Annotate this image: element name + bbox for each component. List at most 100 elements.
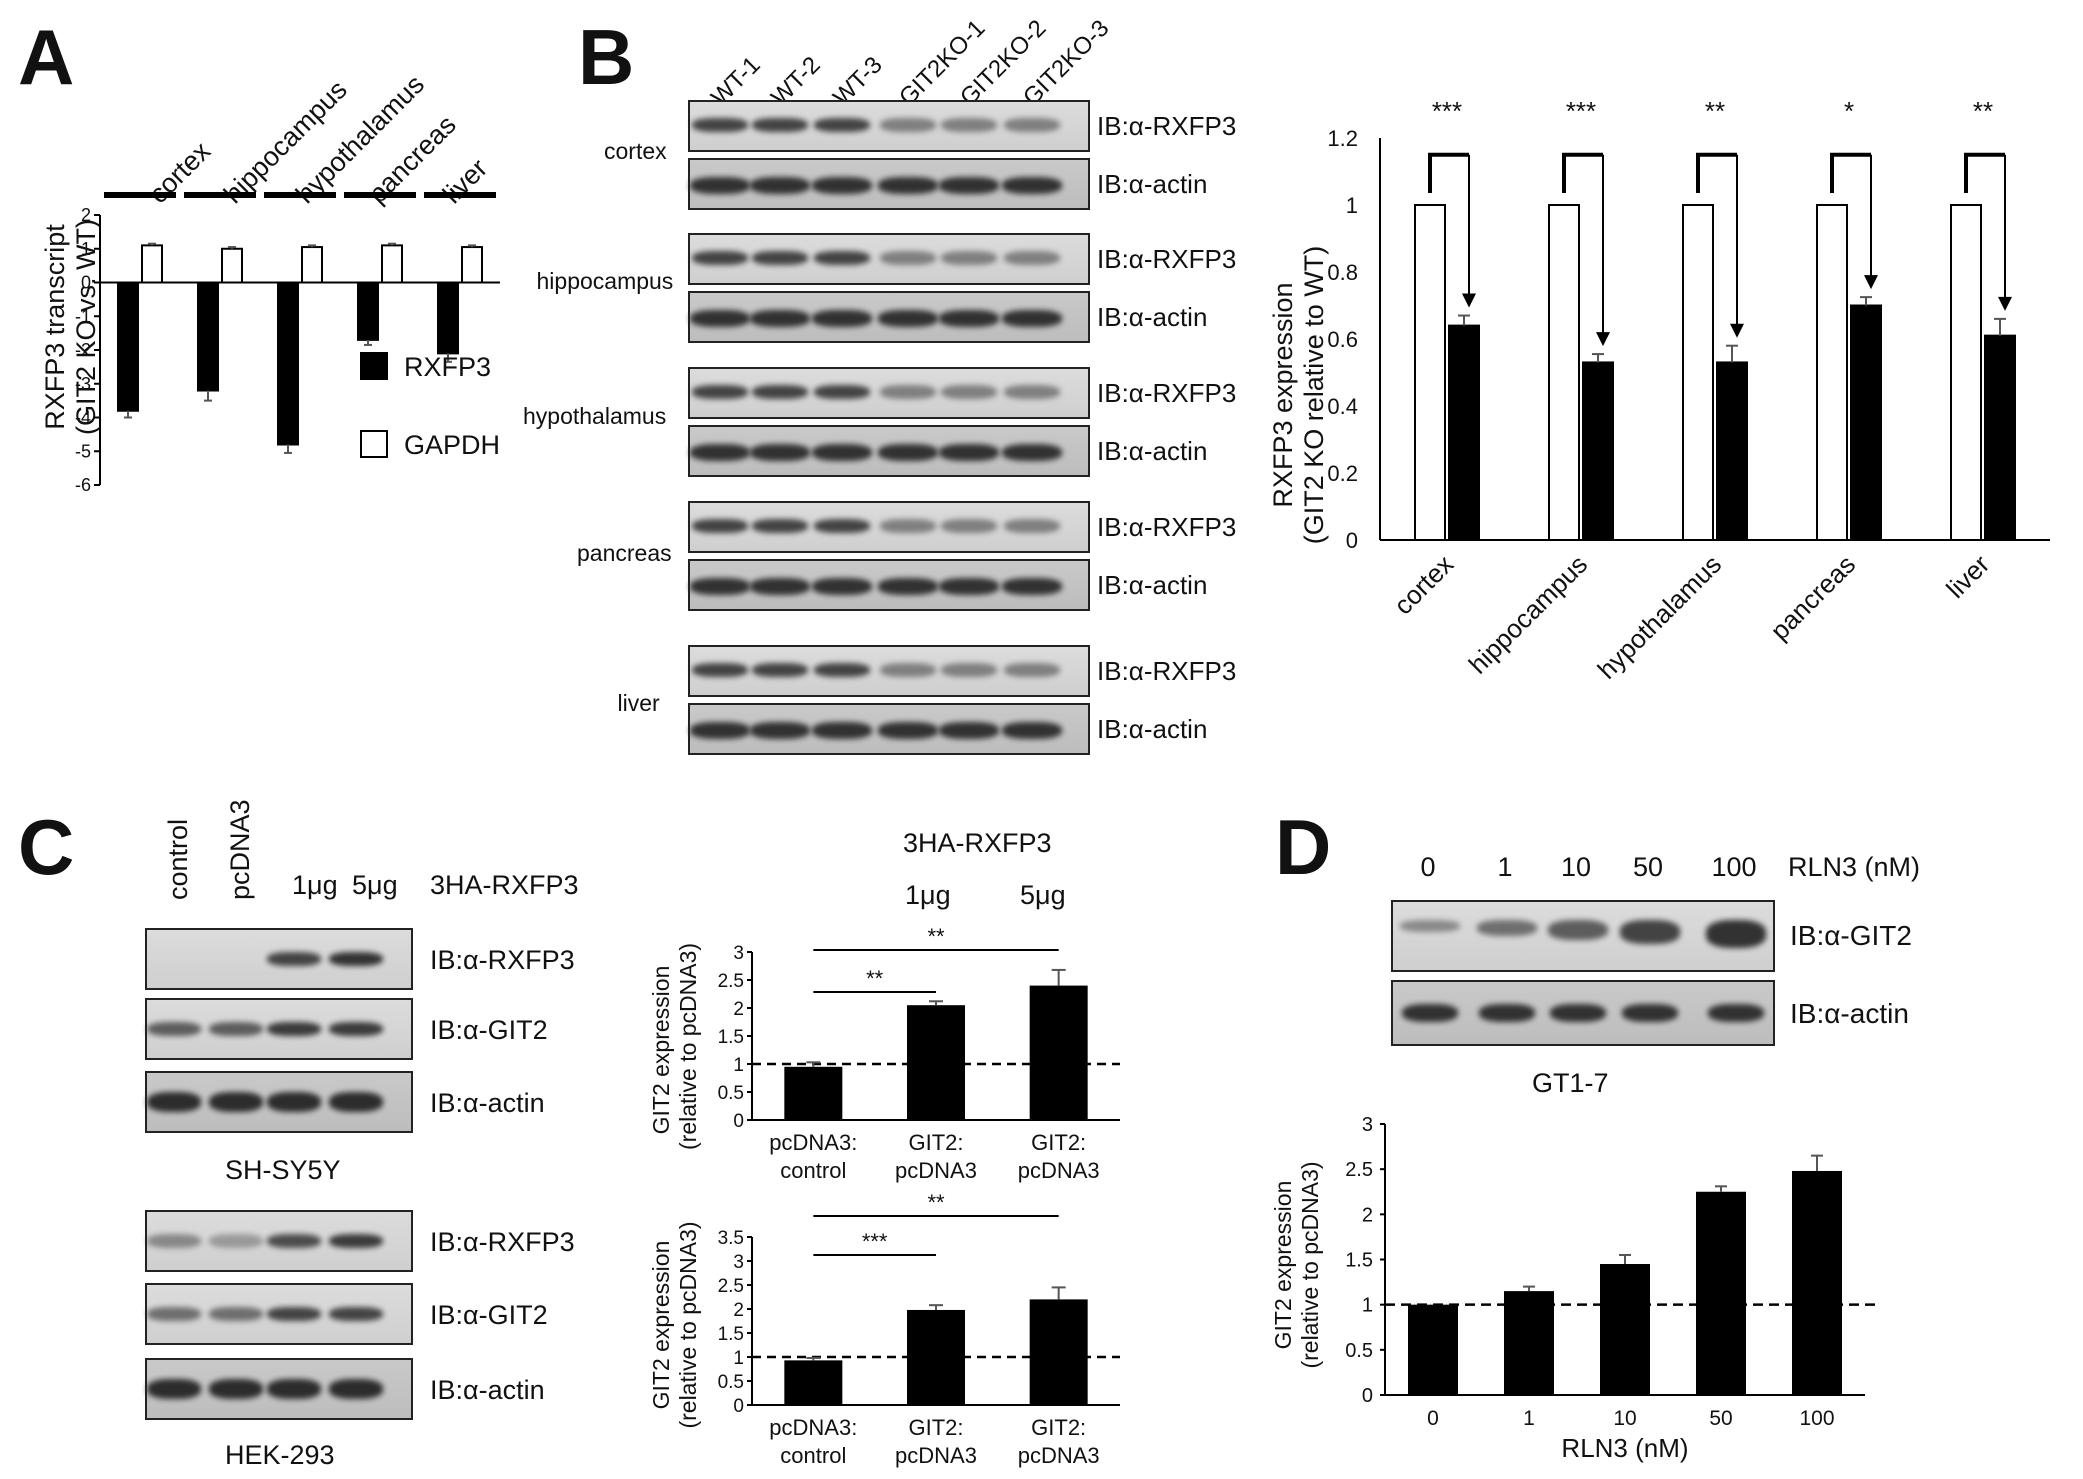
band	[209, 1307, 263, 1321]
ib-label-actin: IB:α-actin	[1097, 436, 1208, 466]
cell-line-sh-sy5y: SH-SY5Y	[225, 1155, 341, 1185]
band-rxfp3	[1004, 519, 1060, 533]
ib-label-rxfp3-b: IB:α-RXFP3	[430, 1227, 575, 1257]
x-tick-label-line1: GIT2:	[908, 1130, 963, 1155]
ib-label-rxfp3: IB:α-RXFP3	[1097, 111, 1237, 141]
band-actin	[690, 177, 750, 194]
ib-label-actin: IB:α-actin	[1097, 570, 1208, 600]
band-actin	[1479, 1004, 1535, 1022]
ib-label-rxfp3: IB:α-RXFP3	[1097, 656, 1237, 686]
band-actin	[690, 578, 750, 595]
y-tick-label: 1	[1346, 193, 1358, 218]
y-tick-label: 3.5	[718, 1228, 744, 1249]
band-actin	[812, 177, 872, 194]
blot-rxfp3-liver	[688, 645, 1090, 697]
ib-label-rxfp3: IB:α-RXFP3	[1097, 512, 1237, 542]
y-tick-label: 1.5	[718, 1324, 744, 1345]
x-tick-label-line2: pcDNA3	[1018, 1443, 1100, 1468]
band-rxfp3	[880, 251, 936, 265]
panel-letter-c: C	[18, 803, 75, 891]
chart-c-dose1: 1μg	[905, 880, 951, 910]
y-tick-label: 2	[81, 205, 91, 225]
blot-actin-pancreas	[688, 559, 1090, 611]
chart-c-top-ylabel-line2: (relative to pcDNA3)	[675, 942, 701, 1150]
x-axis-label: RLN3 (nM)	[1561, 1433, 1688, 1463]
y-tick-label: -1	[75, 306, 91, 326]
chart-c-title: 3HA-RXFP3	[903, 828, 1052, 858]
band-rxfp3	[941, 385, 997, 399]
band-rxfp3	[880, 385, 936, 399]
blot-actin-d	[1391, 980, 1775, 1046]
band-actin	[750, 578, 810, 595]
x-tick-label: 100	[1799, 1407, 1834, 1430]
x-tick-label: liver	[1940, 549, 1995, 604]
blot-rxfp3-a	[145, 928, 413, 990]
bar	[1029, 1299, 1088, 1405]
band-git2	[1706, 920, 1766, 948]
band-actin	[750, 722, 810, 739]
band-actin	[878, 578, 938, 595]
bar-git2ko	[1582, 361, 1614, 542]
chart-c-dose2: 5μg	[1020, 880, 1066, 910]
y-tick-label: 0	[81, 273, 91, 293]
bar-wt	[1414, 204, 1446, 541]
y-tick-label: 1	[81, 239, 91, 259]
dose-label-100: 100	[1711, 852, 1757, 882]
band	[329, 1379, 383, 1399]
arrow-head	[1864, 275, 1878, 290]
x-tick-label-line2: pcDNA3	[895, 1158, 977, 1183]
bar	[1408, 1304, 1458, 1395]
band-actin	[750, 310, 810, 327]
band	[267, 1022, 321, 1036]
band-actin	[1002, 722, 1062, 739]
band-actin	[939, 722, 999, 739]
y-tick-label: 2	[1362, 1204, 1373, 1226]
y-tick-label: 3	[733, 1252, 744, 1273]
tissue-label-hippocampus: hippocampus	[218, 74, 353, 210]
legend-label-rxfp3: RXFP3	[404, 352, 492, 382]
bar-gapdh	[381, 244, 403, 284]
band-actin	[878, 722, 938, 739]
y-tick-label: 2	[733, 1300, 744, 1321]
bar	[784, 1066, 843, 1120]
band-actin	[878, 310, 938, 327]
y-tick-label: -5	[75, 441, 91, 461]
y-tick-label: 0.2	[1327, 461, 1358, 486]
chart-c-bottom: 3.5 3 2.5 2 1.5 1 0.5 0 pcDNA3: control GIT2: pcDNA…	[718, 1190, 1120, 1468]
band-rxfp3	[752, 251, 808, 265]
band	[147, 1092, 201, 1112]
dose-label-0: 0	[1420, 852, 1436, 882]
band-rxfp3	[692, 385, 748, 399]
blot-tissue-hypothalamus: hypothalamus	[523, 403, 667, 429]
lane-label-1ug: 1μg	[292, 870, 338, 900]
bar-rxfp3	[357, 281, 379, 341]
band-git2	[1477, 920, 1537, 936]
significance-stars: *	[1844, 96, 1854, 126]
blot-actin-hypothalamus	[688, 425, 1090, 477]
band-rxfp3	[692, 118, 748, 132]
y-tick-label: 1	[1362, 1295, 1373, 1317]
bar-gapdh	[141, 244, 163, 284]
band-rxfp3	[1004, 663, 1060, 677]
bar-git2ko	[1850, 304, 1882, 541]
blot-actin-cortex	[688, 158, 1090, 210]
construct-label: 3HA-RXFP3	[430, 870, 579, 900]
significance-stars: **	[1973, 96, 1993, 126]
significance-bracket	[1696, 152, 1737, 193]
bar	[1696, 1191, 1746, 1395]
band-actin	[878, 177, 938, 194]
significance-stars: **	[1705, 96, 1725, 126]
band-rxfp3	[752, 385, 808, 399]
blot-tissue-hippocampus: hippocampus	[536, 268, 674, 294]
y-tick-label: 0	[733, 1396, 744, 1417]
chart-c-bottom-ylabel-line1: GIT2 expression	[648, 1240, 674, 1410]
x-tick-label-line1: GIT2:	[908, 1415, 963, 1440]
band-actin	[1002, 177, 1062, 194]
chart-c-top-ylabel-line1: GIT2 expression	[648, 965, 674, 1135]
arrow-head	[1730, 323, 1744, 338]
legend-label-gapdh: GAPDH	[404, 430, 501, 460]
band-actin	[1550, 1004, 1606, 1022]
y-tick-label: 2	[733, 999, 744, 1020]
blot-tissue-liver: liver	[617, 690, 660, 716]
y-tick-label: -3	[75, 374, 91, 394]
